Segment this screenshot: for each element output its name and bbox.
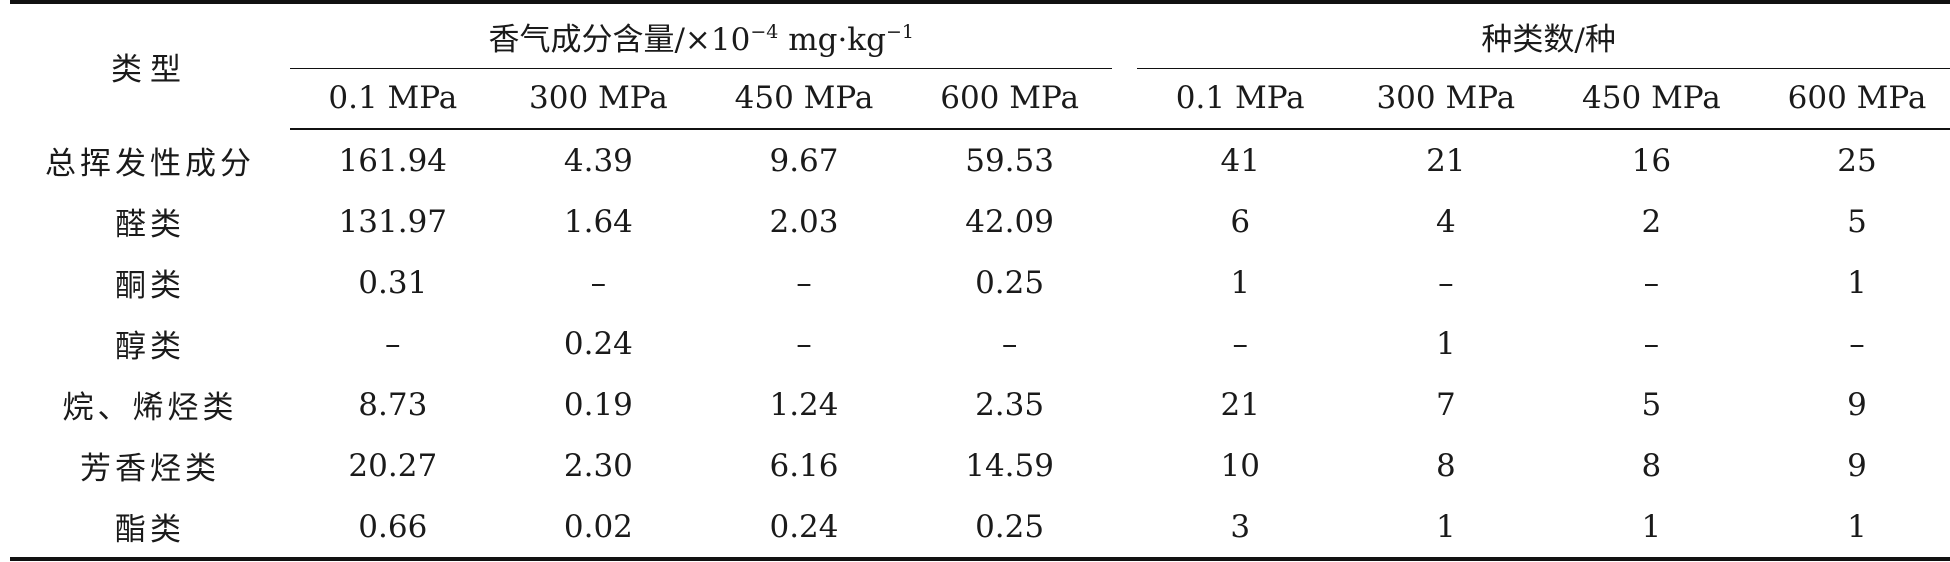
content-header-exp1: −4 [750,20,779,43]
pressure-header: 450 MPa [1548,68,1755,130]
pressure-header: 600 MPa [906,68,1113,130]
table-row: 酯类 0.66 0.02 0.24 0.25 3 1 1 1 [10,496,1950,561]
count-cell: 21 [1220,386,1260,423]
content-cell: – [796,325,812,362]
table-row: 芳香烃类 20.27 2.30 6.16 14.59 10 8 8 9 [10,435,1950,496]
content-cell: 0.24 [701,496,907,561]
pressure-header: 450 MPa [701,68,907,130]
row-gap [1112,252,1137,313]
row-gap [1112,496,1138,561]
count-header-label: 种类数/种 [1481,21,1616,58]
content-cell: 2.30 [563,447,633,484]
count-cell: – [1849,325,1865,362]
content-cell: 0.24 [563,325,633,362]
content-cell: 2.03 [769,203,839,240]
count-cell: 1 [1847,264,1867,301]
count-cell: – [1438,264,1454,301]
count-cell: 9 [1847,447,1867,484]
count-cell: 25 [1837,142,1877,179]
content-cell: – [385,325,401,362]
table-row: 总挥发性成分 161.94 4.39 9.67 59.53 41 21 16 2… [10,129,1950,191]
count-cell: – [1643,264,1660,301]
content-cell: 1.64 [563,203,633,240]
content-cell: – [796,264,812,301]
row-gap [1112,435,1137,496]
count-cell: 21 [1426,142,1466,179]
count-cell: 9 [1847,386,1867,423]
header-gap [1112,68,1138,130]
content-cell: 6.16 [769,447,839,484]
row-label: 醛类 [115,207,185,243]
content-cell: – [590,264,607,301]
content-cell: 9.67 [769,142,839,179]
content-cell: – [1001,325,1018,362]
count-group-header: 种类数/种 [1137,0,1950,71]
content-cell: 20.27 [348,447,438,484]
row-label: 总挥发性成分 [45,145,255,182]
content-cell: 0.25 [906,496,1113,561]
header-row-1: 类型 香气成分含量/×10−4 mg·kg−1 种类数/种 [10,0,1950,129]
table-row: 醛类 131.97 1.64 2.03 42.09 6 4 2 5 [10,191,1950,252]
count-cell: – [1643,325,1660,362]
content-header-prefix: 香气成分含量/×10 [488,21,751,58]
row-gap [1112,191,1137,252]
type-header: 类型 [10,0,290,129]
content-cell: 14.59 [965,447,1054,484]
content-group-header: 香气成分含量/×10−4 mg·kg−1 [290,0,1113,71]
row-label: 酮类 [115,268,185,304]
count-cell: 1 [1435,325,1456,362]
content-cell: 0.19 [563,386,633,423]
count-cell: 3 [1137,496,1344,561]
pressure-header: 300 MPa [495,68,702,130]
header-row-2: 0.1 MPa 300 MPa 450 MPa 600 MPa 0.1 MPa … [10,68,1950,130]
count-cell: 6 [1230,203,1251,240]
count-cell: 5 [1641,386,1662,423]
row-label: 醇类 [115,329,185,365]
header-gap [1112,0,1138,68]
row-label: 酯类 [10,496,290,561]
content-cell: 0.66 [290,496,496,561]
table-row: 烷、烯烃类 8.73 0.19 1.24 2.35 21 7 5 9 [10,374,1950,435]
aroma-table: 类型 香气成分含量/×10−4 mg·kg−1 种类数/种 0.1 MPa 30… [10,0,1950,561]
content-cell: 4.39 [563,142,633,179]
content-cell: 42.09 [965,203,1054,240]
count-cell: 5 [1847,203,1867,240]
count-cell: – [1232,325,1248,362]
table-row: 酮类 0.31 – – 0.25 1 – – 1 [10,252,1950,313]
row-gap [1112,374,1137,435]
count-cell: 1 [1230,264,1251,301]
count-cell: 8 [1641,447,1662,484]
count-cell: 4 [1435,203,1456,240]
count-cell: 1 [1548,496,1755,561]
count-cell: 7 [1435,386,1456,423]
count-cell: 2 [1641,203,1662,240]
content-cell: 0.02 [495,496,702,561]
count-cell: 16 [1631,142,1672,179]
count-cell: 41 [1220,142,1260,179]
content-header-mid: mg·kg [778,21,886,58]
count-cell: 1 [1754,496,1950,561]
content-cell: 161.94 [338,142,448,179]
content-cell: 0.25 [975,264,1045,301]
row-label: 烷、烯烃类 [62,390,238,426]
content-cell: 0.31 [358,264,428,301]
row-label: 芳香烃类 [80,451,220,487]
row-gap [1112,129,1137,191]
pressure-header: 0.1 MPa [290,68,496,130]
table-row: 醇类 – 0.24 – – – 1 – – [10,313,1950,374]
content-cell: 2.35 [975,386,1045,423]
content-cell: 8.73 [358,386,428,423]
content-header-exp2: −1 [885,20,914,43]
content-cell: 131.97 [338,203,448,240]
content-cell: 1.24 [769,386,839,423]
pressure-header: 600 MPa [1754,68,1950,130]
count-cell: 10 [1220,447,1260,484]
count-cell: 1 [1343,496,1549,561]
count-cell: 8 [1435,447,1456,484]
pressure-header: 300 MPa [1343,68,1549,130]
row-gap [1112,313,1137,374]
content-cell: 59.53 [965,142,1054,179]
pressure-header: 0.1 MPa [1137,68,1344,130]
